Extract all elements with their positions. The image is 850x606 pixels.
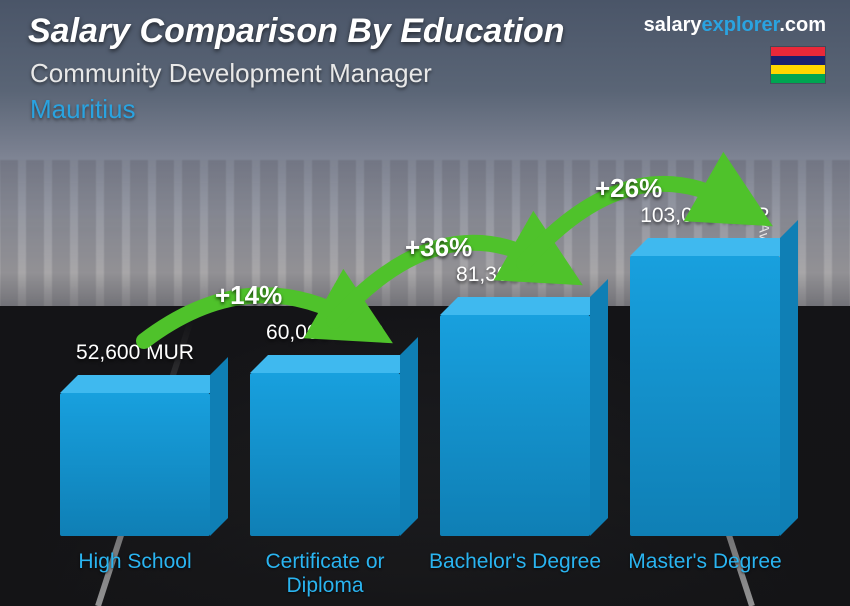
subtitle: Community Development Manager	[30, 58, 432, 89]
bar-label: High School	[45, 550, 225, 574]
brand-accent: explorer	[701, 14, 779, 36]
bar-front	[60, 393, 210, 536]
bar-slot: 60,000 MURCertificate or Diploma	[250, 373, 400, 536]
bar-value: 52,600 MUR	[35, 341, 235, 365]
flag-stripe-3	[771, 74, 825, 83]
bar-slot: 103,000 MURMaster's Degree	[630, 256, 780, 536]
bar	[60, 393, 210, 536]
bar-label: Certificate or Diploma	[235, 550, 415, 598]
bar-label: Master's Degree	[615, 550, 795, 574]
bar-top	[60, 375, 228, 393]
bar	[250, 373, 400, 536]
bar-front	[250, 373, 400, 536]
bar-top	[250, 355, 418, 373]
flag-stripe-0	[771, 47, 825, 56]
bar-value: 103,000 MUR	[605, 204, 805, 228]
bar-side	[590, 279, 608, 536]
title: Salary Comparison By Education	[28, 12, 565, 51]
bar-side	[210, 357, 228, 536]
bar-value: 60,000 MUR	[225, 321, 425, 345]
bars-area: 52,600 MURHigh School 60,000 MURCertifica…	[60, 106, 800, 536]
brand-prefix: salary	[644, 14, 702, 36]
flag-icon	[770, 46, 826, 84]
brand-label: salaryexplorer.com	[644, 14, 826, 37]
bar-slot: 81,300 MURBachelor's Degree	[440, 315, 590, 536]
bar-front	[630, 256, 780, 536]
bar-top	[440, 297, 608, 315]
flag-stripe-2	[771, 65, 825, 74]
bar-label: Bachelor's Degree	[425, 550, 605, 574]
bar-side	[400, 337, 418, 536]
bar-side	[780, 220, 798, 536]
bar	[630, 256, 780, 536]
bar	[440, 315, 590, 536]
bar-top	[630, 238, 798, 256]
bar-slot: 52,600 MURHigh School	[60, 393, 210, 536]
bar-value: 81,300 MUR	[415, 263, 615, 287]
infographic-stage: Salary Comparison By Education Community…	[0, 0, 850, 606]
flag-stripe-1	[771, 56, 825, 65]
brand-suffix: .com	[779, 14, 826, 36]
bar-front	[440, 315, 590, 536]
